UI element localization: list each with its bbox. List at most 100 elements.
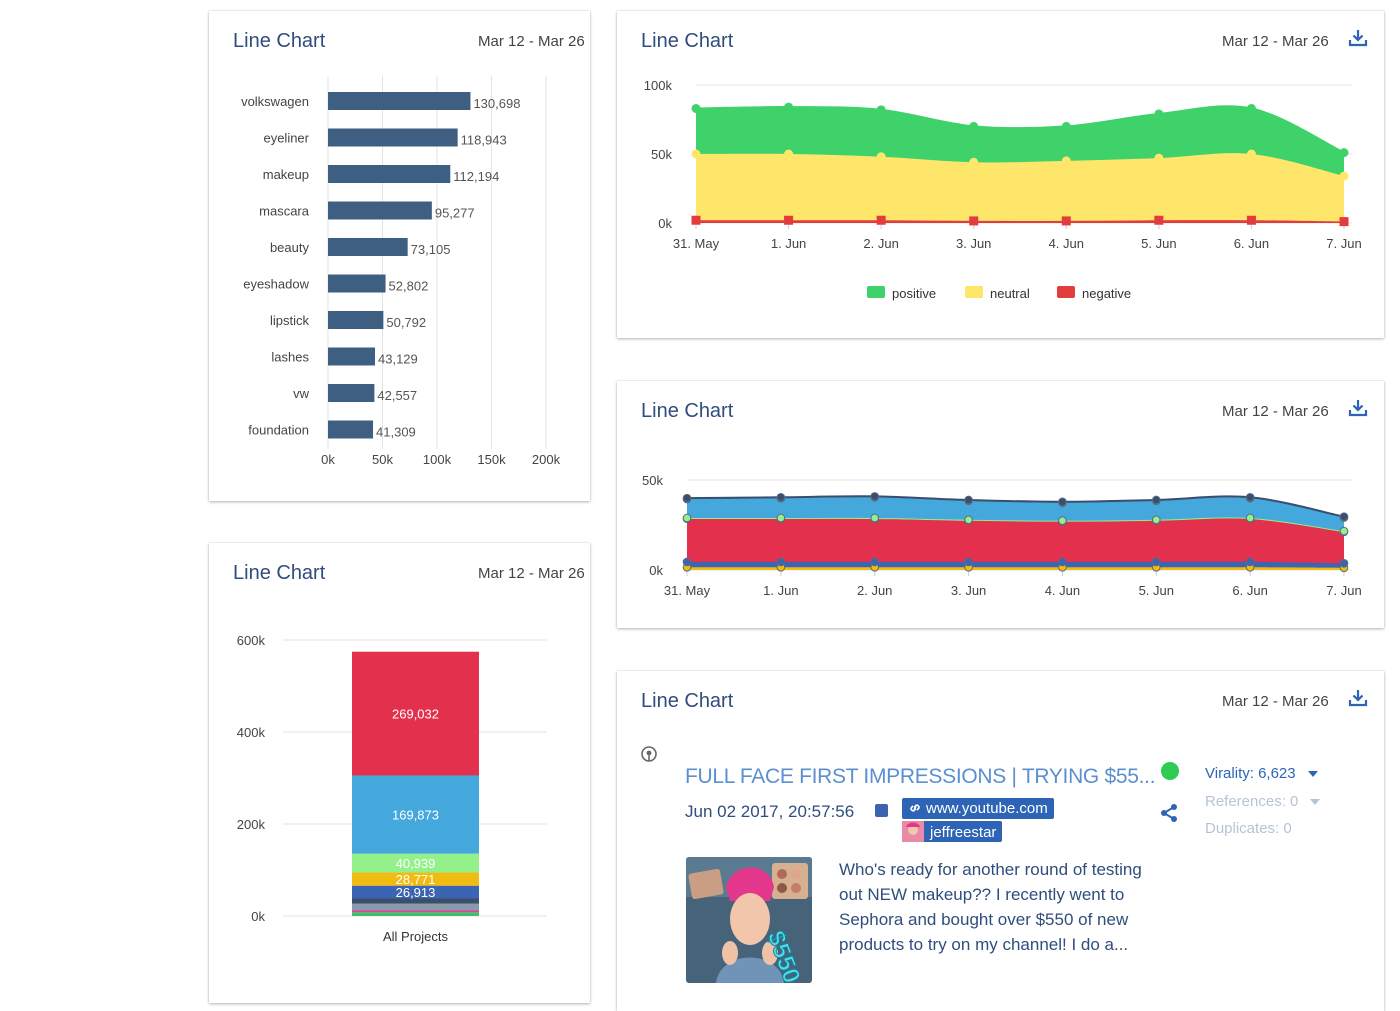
x-tick-label: 50k — [372, 452, 393, 467]
data-point — [682, 557, 692, 567]
bar — [328, 274, 386, 293]
x-tick-label: 2. Jun — [857, 583, 892, 598]
data-point — [1151, 495, 1161, 505]
data-point — [1154, 153, 1164, 163]
caret-down-icon — [1307, 771, 1318, 778]
card-title: Line Chart — [641, 30, 734, 52]
bar — [328, 92, 471, 110]
data-point — [870, 492, 880, 501]
stack-segment — [352, 910, 479, 913]
series-line — [686, 495, 1345, 518]
data-point — [1339, 148, 1349, 158]
card-date-range[interactable]: Mar 12 - Mar 26 — [1222, 33, 1329, 50]
card-title: Line Chart — [233, 30, 326, 52]
x-tick-label: 31. May — [673, 236, 720, 251]
legend-label: negative — [1082, 286, 1131, 301]
card-date-range[interactable]: Mar 12 - Mar 26 — [1222, 693, 1329, 710]
y-tick-label: 0k — [658, 216, 672, 231]
references-dropdown[interactable]: References: 0 — [1205, 793, 1321, 810]
segment-value-label: 169,873 — [392, 808, 439, 823]
bar-value-label: 50,792 — [386, 315, 426, 330]
source-url-tag[interactable]: www.youtube.com — [902, 798, 1054, 819]
area-series — [687, 518, 1344, 564]
virality-value: Virality: 6,623 — [1205, 765, 1296, 782]
bar-value-label: 52,802 — [389, 279, 429, 294]
data-point — [964, 515, 973, 525]
download-icon[interactable] — [1348, 28, 1368, 48]
card-date-range[interactable]: Mar 12 - Mar 26 — [1222, 403, 1329, 420]
y-tick-label: 50k — [642, 473, 663, 488]
data-point — [1245, 557, 1255, 567]
data-point — [1061, 121, 1071, 131]
data-point — [969, 121, 979, 131]
bar — [328, 420, 374, 439]
data-point — [964, 495, 973, 505]
broadcast-icon — [641, 746, 657, 762]
data-point — [691, 103, 701, 113]
data-point — [1058, 516, 1067, 525]
legend-label: positive — [892, 286, 936, 301]
area-series — [696, 106, 1344, 177]
data-point — [1339, 512, 1349, 522]
x-tick-label: 5. Jun — [1141, 236, 1176, 251]
x-tick-label: 1. Jun — [771, 236, 806, 251]
segment-value-label: 40,939 — [396, 856, 436, 871]
data-point — [776, 557, 786, 567]
data-point — [1246, 103, 1256, 113]
post-title[interactable]: FULL FACE FIRST IMPRESSIONS | TRYING $55… — [685, 765, 1156, 788]
data-point — [870, 557, 880, 567]
video-thumbnail[interactable]: $550 — [686, 857, 812, 983]
x-tick-label: 6. Jun — [1232, 583, 1267, 598]
stacked-area-card: Line Chart Mar 12 - Mar 26 0k 50k 31. May 1… — [617, 381, 1384, 628]
card-date-range[interactable]: Mar 12 - Mar 26 — [478, 565, 585, 582]
author-tag[interactable]: jeffreestar — [902, 821, 1003, 842]
stack-segment — [352, 898, 479, 904]
download-icon[interactable] — [1348, 398, 1368, 418]
y-tick-label: 600k — [237, 633, 266, 648]
segment-value-label: 28,771 — [396, 872, 436, 887]
sentiment-area-card: Line Chart Mar 12 - Mar 26 0k 50k 100k 31. … — [617, 11, 1384, 338]
bar — [328, 311, 384, 329]
keyword-bar-card: Line Chart Mar 12 - Mar 26 0k 50k 100k 150k… — [209, 11, 590, 501]
references-value: References: 0 — [1205, 793, 1299, 810]
y-tick-label: 100k — [644, 78, 673, 93]
category-label: beauty — [270, 240, 310, 255]
x-tick-label: All Projects — [383, 929, 449, 944]
data-point — [691, 215, 701, 225]
stack-segment — [352, 872, 479, 886]
data-point — [1339, 171, 1349, 181]
card-title: Line Chart — [641, 690, 734, 712]
card-date-range[interactable]: Mar 12 - Mar 26 — [478, 33, 585, 50]
stack-segment — [352, 912, 479, 916]
segment-value-label: 269,032 — [392, 707, 439, 722]
data-point — [682, 513, 692, 523]
link-icon — [910, 804, 920, 812]
data-point — [1339, 217, 1349, 227]
download-icon[interactable] — [1348, 688, 1368, 708]
data-point — [776, 513, 786, 523]
stack-segment — [352, 775, 479, 854]
data-point — [784, 149, 794, 159]
data-point — [1246, 149, 1256, 159]
stack-segment — [352, 903, 479, 911]
data-point — [1245, 513, 1255, 523]
bar-value-label: 43,129 — [378, 352, 418, 367]
duplicates-value: Duplicates: 0 — [1205, 820, 1292, 837]
y-tick-label: 0k — [251, 909, 265, 924]
data-point — [1061, 156, 1071, 166]
data-point — [1058, 557, 1067, 567]
data-point — [969, 216, 979, 226]
bar-value-label: 118,943 — [461, 133, 507, 148]
virality-dropdown[interactable]: Virality: 6,623 — [1205, 765, 1318, 782]
caret-down-icon — [1310, 799, 1321, 806]
series-line — [686, 566, 1345, 569]
stack-segment — [352, 651, 479, 776]
data-point — [1339, 526, 1349, 536]
bar — [328, 384, 375, 402]
category-label: eyeliner — [263, 131, 309, 146]
share-icon[interactable] — [1159, 803, 1179, 823]
source-url: www.youtube.com — [926, 800, 1048, 817]
data-point — [691, 149, 701, 159]
data-point — [682, 493, 692, 503]
